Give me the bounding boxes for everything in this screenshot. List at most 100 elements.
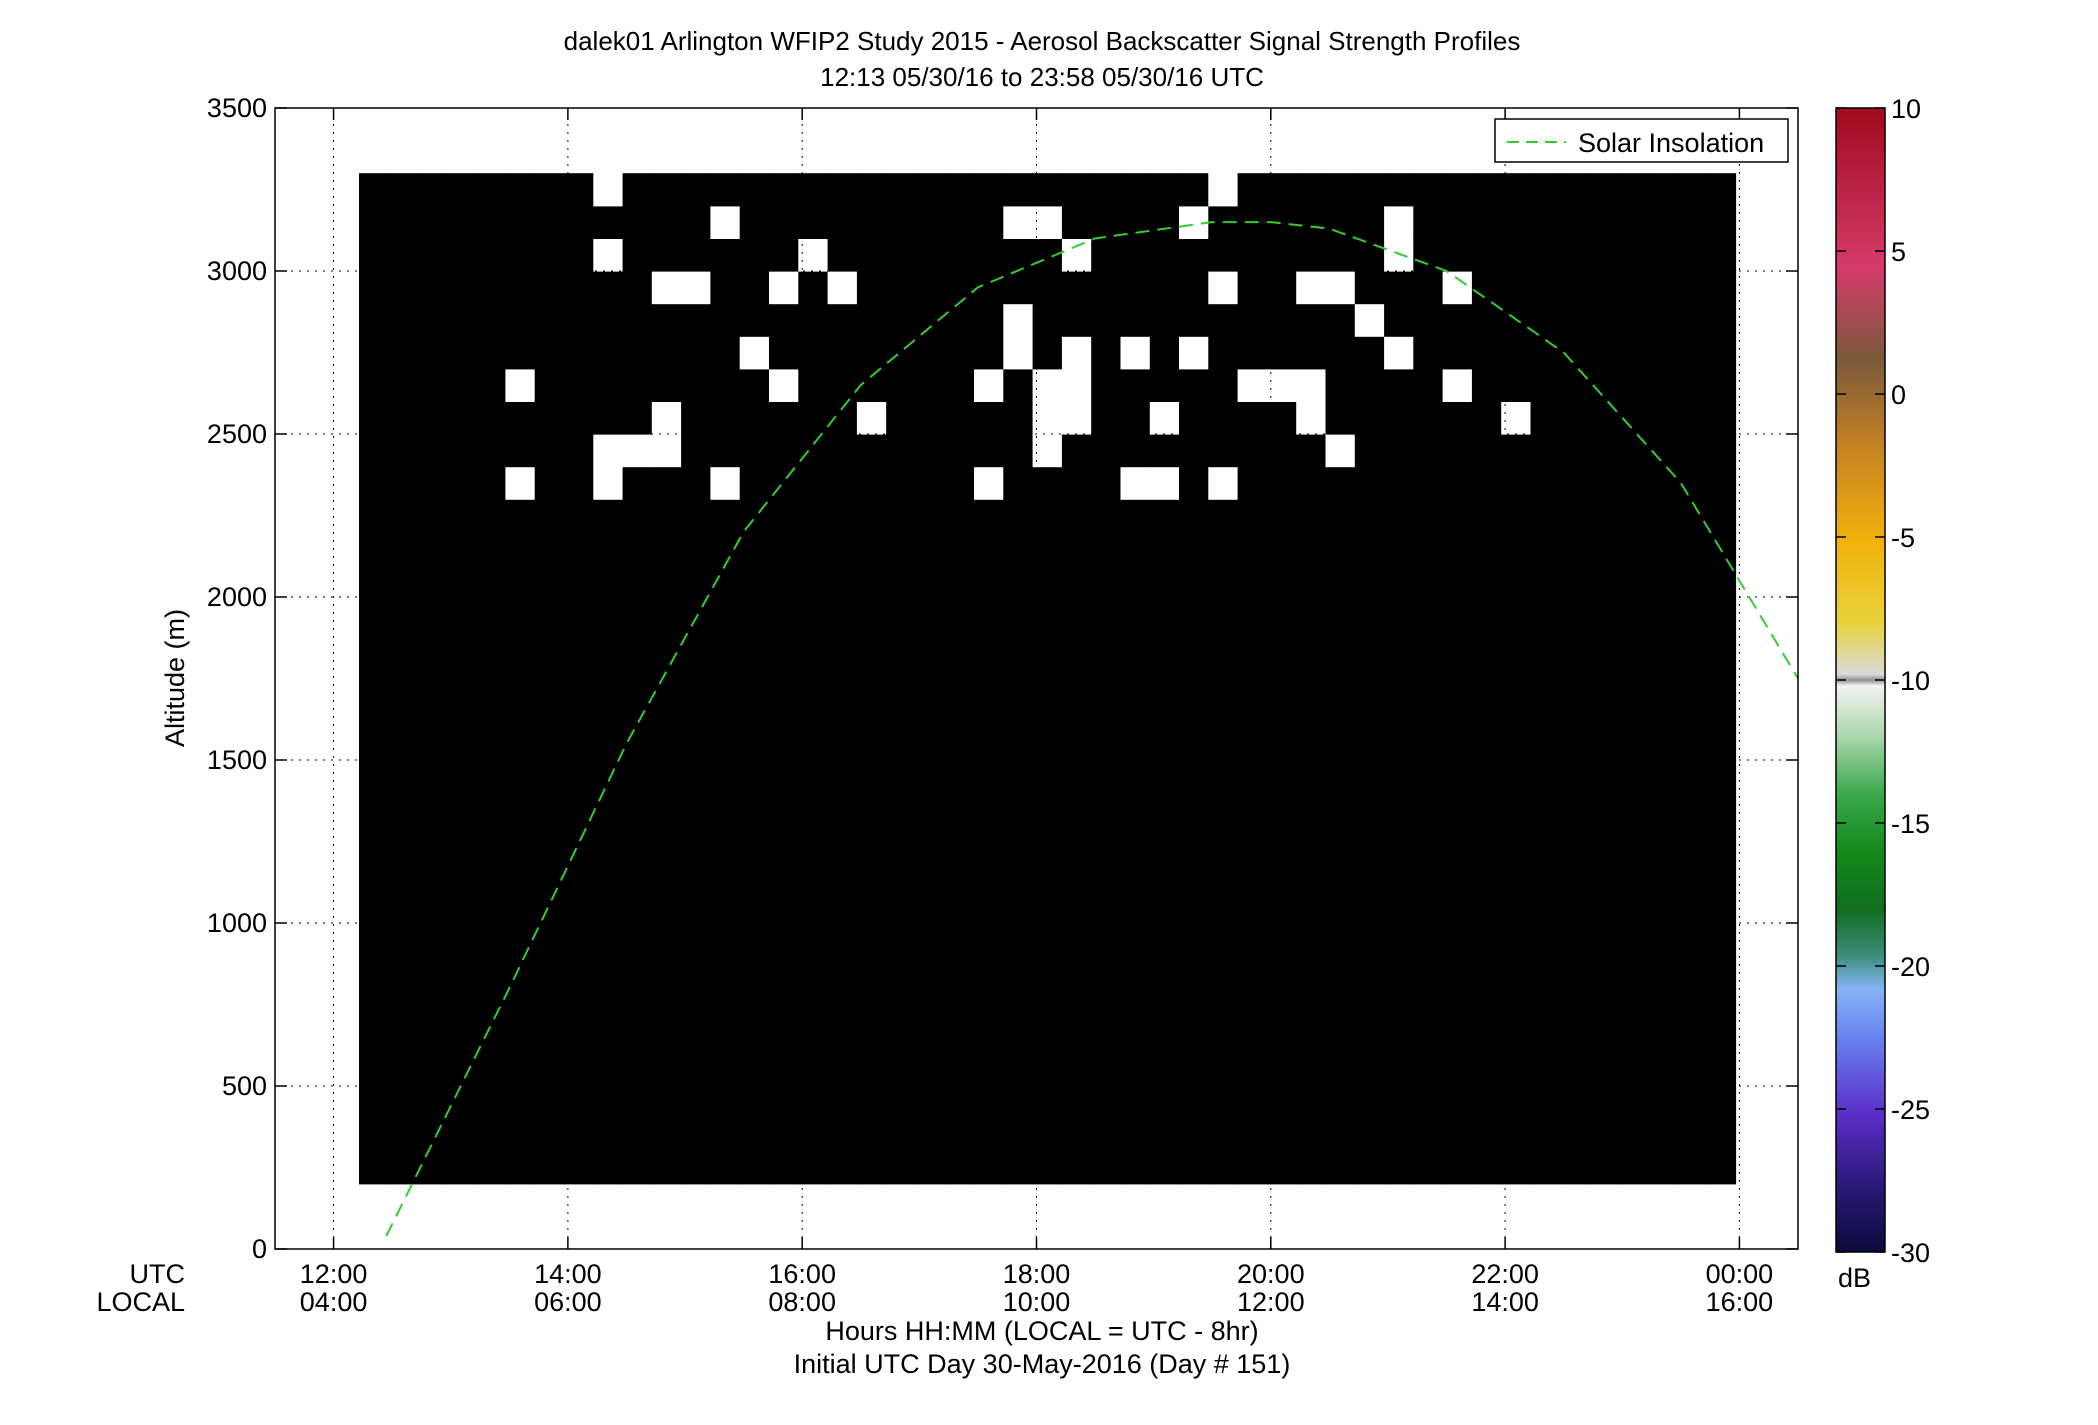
heatmap-cell: [1471, 271, 1502, 305]
heatmap-cell: [915, 1053, 946, 1087]
heatmap-cell: [1325, 1118, 1356, 1152]
heatmap-cell: [446, 923, 477, 957]
heatmap-cell: [1061, 727, 1092, 761]
heatmap-cell: [769, 1053, 799, 1087]
heatmap-cell: [681, 662, 711, 696]
heatmap-cell: [1618, 662, 1649, 696]
heatmap-cell: [1296, 466, 1327, 500]
heatmap-cell: [534, 368, 565, 402]
heatmap-cell: [1208, 401, 1239, 435]
heatmap-cell: [739, 238, 770, 272]
heatmap-cell: [564, 238, 594, 272]
heatmap-cell: [1266, 727, 1297, 761]
heatmap-cell: [476, 564, 506, 598]
heatmap-cell: [388, 368, 419, 402]
heatmap-cell: [1530, 1086, 1561, 1120]
heatmap-cell: [359, 1053, 389, 1087]
heatmap-cell: [1589, 760, 1619, 794]
heatmap-cell: [593, 368, 624, 402]
heatmap-cell: [476, 1053, 506, 1087]
heatmap-cell: [1559, 499, 1590, 533]
heatmap-cell: [1296, 271, 1327, 305]
heatmap-cell: [1032, 173, 1063, 207]
heatmap-cell: [417, 597, 448, 631]
heatmap-cell: [1208, 792, 1239, 826]
heatmap-cell: [1589, 1151, 1619, 1185]
heatmap-cell: [622, 597, 653, 631]
heatmap-cell: [769, 368, 799, 402]
heatmap-cell: [1471, 173, 1502, 207]
heatmap-cell: [593, 955, 624, 989]
heatmap-cell: [417, 1151, 448, 1185]
heatmap-cell: [769, 629, 799, 663]
heatmap-cell: [476, 662, 506, 696]
heatmap-cell: [1384, 760, 1414, 794]
heatmap-cell: [1208, 694, 1239, 728]
heatmap-cell: [359, 988, 389, 1022]
heatmap-cell: [1501, 857, 1532, 891]
heatmap-cell: [1208, 1086, 1239, 1120]
heatmap-cell: [681, 336, 711, 370]
heatmap-cell: [564, 564, 594, 598]
heatmap-cell: [1647, 531, 1678, 565]
heatmap-cell: [710, 890, 741, 924]
heatmap-cell: [1471, 1151, 1502, 1185]
heatmap-cell: [1413, 727, 1444, 761]
heatmap-cell: [622, 466, 653, 500]
heatmap-cell: [388, 792, 419, 826]
heatmap-cell: [944, 271, 975, 305]
colorbar-ticks: 10 5 0 -5 -10 -15 -20 -25 -30: [1836, 94, 1930, 1268]
heatmap-cell: [505, 499, 536, 533]
heatmap-cell: [1589, 792, 1619, 826]
heatmap-cell: [827, 336, 858, 370]
heatmap-cell: [856, 1086, 887, 1120]
heatmap-cell: [1501, 629, 1532, 663]
heatmap-cell: [769, 205, 799, 239]
heatmap-cell: [1003, 434, 1034, 468]
heatmap-cell: [886, 923, 917, 957]
heatmap-cell: [622, 629, 653, 663]
heatmap-cell: [564, 466, 594, 500]
heatmap-cell: [1676, 1020, 1707, 1054]
heatmap-cell: [1208, 1020, 1239, 1054]
heatmap-cell: [1413, 499, 1444, 533]
heatmap-cell: [1589, 988, 1619, 1022]
heatmap-cell: [1559, 792, 1590, 826]
heatmap-cell: [1647, 597, 1678, 631]
heatmap-cell: [1061, 857, 1092, 891]
heatmap-cell: [1296, 857, 1327, 891]
heatmap-cell: [1413, 173, 1444, 207]
heatmap-cell: [1120, 988, 1151, 1022]
heatmap-cell: [1471, 466, 1502, 500]
heatmap-cell: [1384, 955, 1414, 989]
heatmap-cell: [974, 564, 1004, 598]
heatmap-cell: [1266, 857, 1297, 891]
heatmap-cell: [798, 760, 829, 794]
heatmap-cell: [1501, 531, 1532, 565]
heatmap-cell: [798, 694, 829, 728]
heatmap-cell: [1354, 303, 1385, 337]
heatmap-cell: [651, 890, 682, 924]
heatmap-cell: [1032, 303, 1063, 337]
heatmap-cell: [710, 466, 741, 500]
heatmap-cell: [1266, 629, 1297, 663]
heatmap-cell: [622, 727, 653, 761]
heatmap-cell: [505, 1086, 536, 1120]
heatmap-cell: [915, 694, 946, 728]
heatmap-cell: [651, 727, 682, 761]
heatmap-cell: [886, 173, 917, 207]
heatmap-cell: [417, 890, 448, 924]
heatmap-cell: [1266, 1053, 1297, 1087]
heatmap-cell: [476, 955, 506, 989]
heatmap-cell: [564, 988, 594, 1022]
heatmap-cell: [798, 499, 829, 533]
heatmap-cell: [739, 955, 770, 989]
heatmap-cell: [769, 564, 799, 598]
heatmap-cell: [1296, 1118, 1327, 1152]
heatmap-cell: [1266, 531, 1297, 565]
heatmap-cell: [1618, 694, 1649, 728]
heatmap-cell: [534, 857, 565, 891]
heatmap-cell: [388, 727, 419, 761]
heatmap-cell: [1676, 662, 1707, 696]
heatmap-cell: [1618, 1118, 1649, 1152]
